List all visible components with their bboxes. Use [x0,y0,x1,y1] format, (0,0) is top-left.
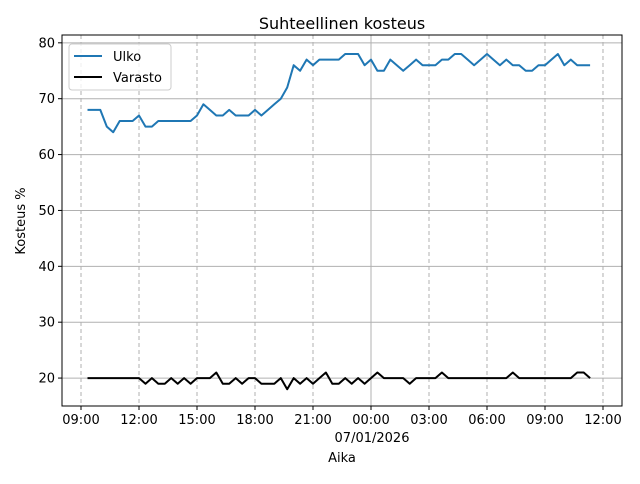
x-tick-label: 15:00 [178,413,215,428]
series-lines [87,53,591,391]
series-line-ulko [87,53,591,134]
chart-title: Suhteellinen kosteus [259,14,425,33]
x-tick-label: 09:00 [62,413,99,428]
grid [62,35,622,406]
x-axis-label: Aika [328,451,356,466]
date-label: 07/01/2026 [335,431,410,446]
x-tick-label: 00:00 [352,413,389,428]
y-tick-label: 30 [38,316,55,331]
y-axis-label: Kosteus % [14,187,29,254]
y-tick-label: 70 [38,92,55,107]
x-tick-label: 12:00 [584,413,621,428]
series-line-varasto [87,371,591,391]
legend-label-varasto: Varasto [113,71,162,86]
x-tick-label: 03:00 [410,413,447,428]
y-tick-label: 50 [38,204,55,219]
x-tick-label: 18:00 [236,413,273,428]
ticks: 20 30 40 50 60 70 80 09:00 12:00 15:00 18:00 21:00 0… [38,36,621,428]
legend-label-ulko: Ulko [113,50,141,65]
y-tick-label: 60 [38,148,55,163]
x-tick-label: 09:00 [526,413,563,428]
y-tick-label: 40 [38,260,55,275]
plot-frame [61,34,623,407]
y-tick-label: 20 [38,372,55,387]
legend: Ulko Varasto [68,43,172,91]
x-tick-label: 06:00 [468,413,505,428]
y-tick-label: 80 [38,36,55,51]
x-tick-label: 12:00 [120,413,157,428]
x-tick-label: 21:00 [294,413,331,428]
